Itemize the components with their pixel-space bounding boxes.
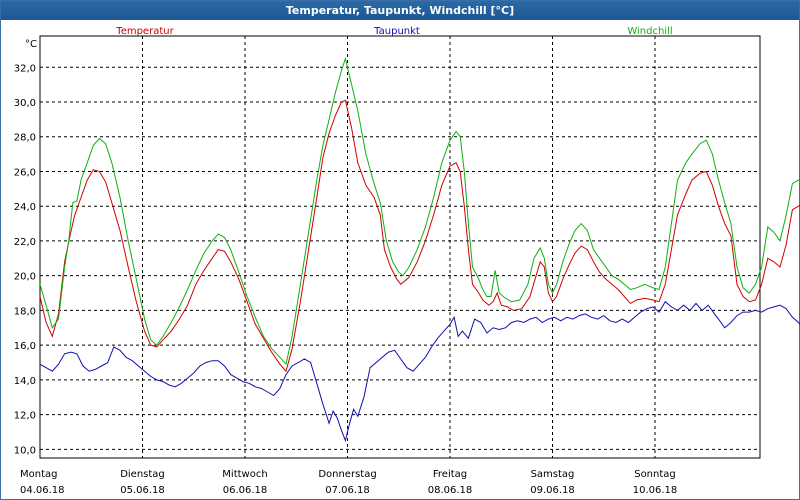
plot-area <box>39 35 761 459</box>
x-tick-day: Samstag <box>531 469 575 480</box>
y-tick-label: 12,0 <box>14 411 36 422</box>
y-tick-label: 32,0 <box>14 63 36 74</box>
series-line-taupunkt <box>39 300 800 443</box>
x-tick-day: Donnerstag <box>318 469 376 480</box>
x-tick-day: Dienstag <box>120 469 165 480</box>
y-axis: 10,0 12,0 14,0 16,0 18,0 20,0 22,0 24,0 26,0 28,0… <box>14 63 36 456</box>
y-tick-label: 30,0 <box>14 98 36 109</box>
x-tick-date: 10.06.18 <box>633 485 678 496</box>
y-tick-label: 16,0 <box>14 341 36 352</box>
x-tick-day: Freitag <box>433 469 467 480</box>
legend-temperatur: Temperatur <box>115 26 174 37</box>
x-tick-date: 07.06.18 <box>325 485 370 496</box>
series-line-temperatur <box>39 99 800 373</box>
x-tick-date: 04.06.18 <box>20 485 65 496</box>
chart-title: Temperatur, Taupunkt, Windchill [°C] <box>1 1 799 20</box>
y-tick-label: 14,0 <box>14 376 36 387</box>
y-tick-label: 18,0 <box>14 306 36 317</box>
series-line-windchill <box>39 56 800 366</box>
x-axis: Montag 04.06.18 Dienstag 05.06.18 Mittwoch 06… <box>20 469 677 496</box>
series-layer <box>39 56 800 443</box>
y-tick-label: 20,0 <box>14 272 36 283</box>
y-tick-label: 26,0 <box>14 167 36 178</box>
y-tick-label: 22,0 <box>14 237 36 248</box>
x-tick-date: 08.06.18 <box>428 485 473 496</box>
y-tick-label: 28,0 <box>14 133 36 144</box>
x-tick-day: Mittwoch <box>222 469 267 480</box>
x-tick-date: 09.06.18 <box>530 485 575 496</box>
x-tick-day: Sonntag <box>634 469 676 480</box>
legend-windchill: Windchill <box>627 26 672 37</box>
y-tick-label: 24,0 <box>14 202 36 213</box>
grid <box>40 36 760 458</box>
y-tick-label: 10,0 <box>14 445 36 456</box>
x-tick-date: 05.06.18 <box>120 485 165 496</box>
legend-taupunkt: Taupunkt <box>373 26 420 37</box>
x-tick-day: Montag <box>20 469 57 480</box>
y-unit-label: °C <box>25 39 37 50</box>
x-tick-date: 06.06.18 <box>223 485 268 496</box>
legend: Temperatur Taupunkt Windchill <box>115 26 672 37</box>
